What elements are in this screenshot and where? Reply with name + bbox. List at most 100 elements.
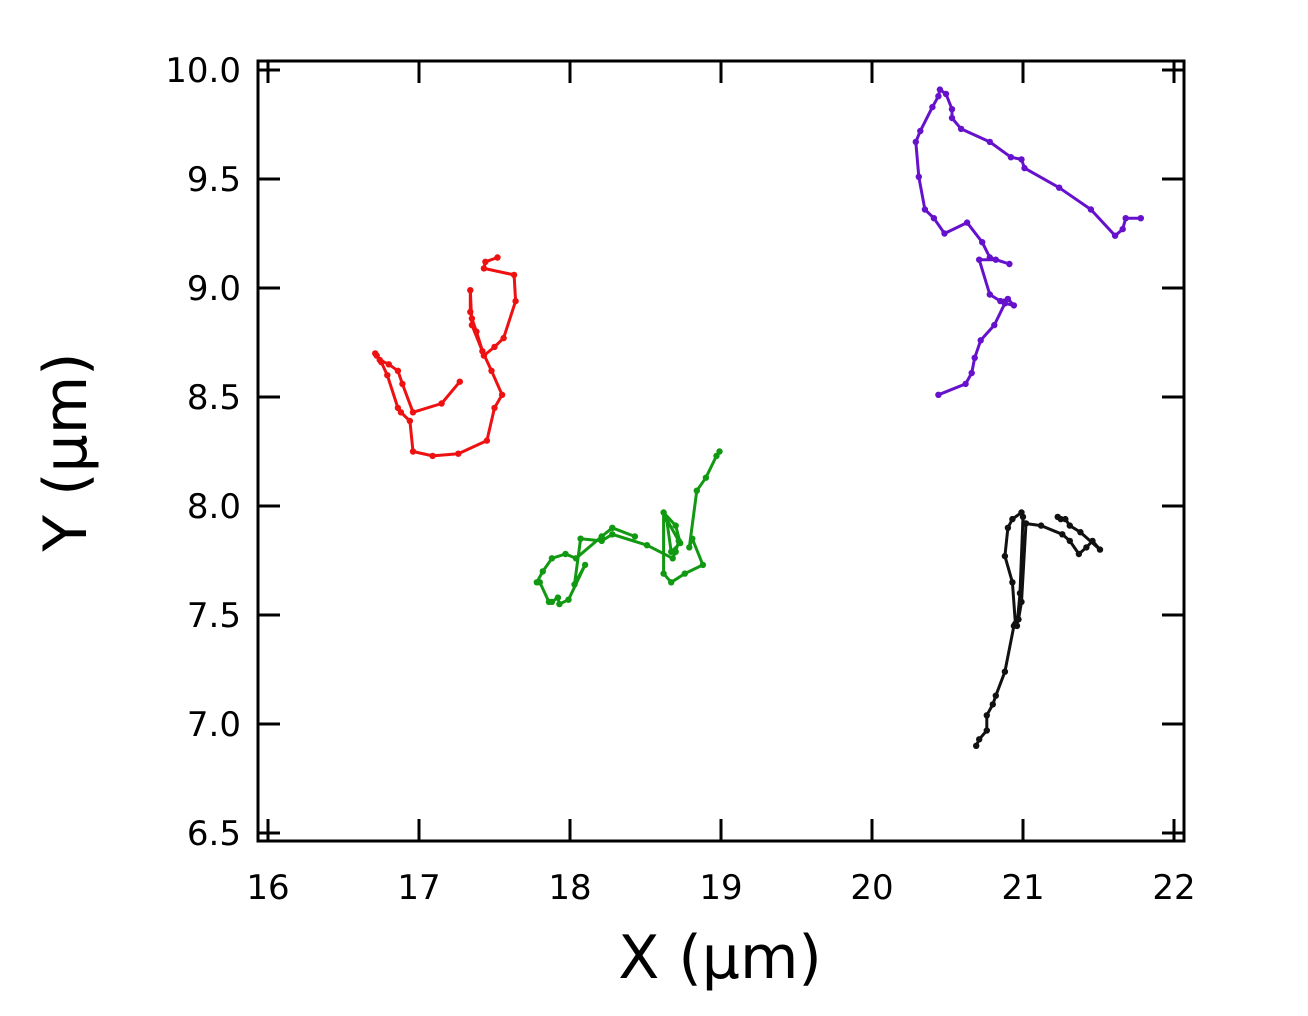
trajectory-point (488, 367, 495, 374)
trajectory-point (935, 391, 942, 398)
y-tick-label: 7.5 (187, 596, 241, 636)
trajectory-point (976, 256, 983, 263)
trajectory-point (681, 570, 688, 577)
trajectory-point (483, 437, 491, 444)
trajectory-point (971, 354, 978, 361)
trajectory-point (468, 315, 476, 322)
trajectory-point (989, 701, 996, 708)
trajectory-line (535, 450, 721, 606)
trajectory-line (974, 511, 1102, 748)
trajectory-point (479, 348, 486, 355)
trajectory-point (1004, 524, 1012, 531)
x-tick-label: 16 (246, 868, 289, 908)
trajectory-point (1009, 579, 1016, 586)
trajectory-point (1006, 260, 1013, 268)
trajectory-point (660, 570, 667, 577)
trajectory-point (672, 548, 679, 555)
trajectory-series (533, 448, 723, 608)
trajectory-point (429, 452, 436, 460)
trajectory-point (1075, 550, 1083, 558)
trajectory-point (631, 533, 639, 540)
y-tick-label: 6.5 (187, 814, 241, 854)
trajectory-point (556, 600, 563, 608)
trajectory-point (409, 409, 417, 416)
trajectory-point (1096, 546, 1104, 553)
trajectory-line (914, 88, 1143, 397)
trajectory-point (1007, 154, 1015, 161)
trajectory-point (699, 561, 707, 569)
y-axis-label: Y (µm) (31, 352, 101, 552)
x-tick-label: 19 (699, 868, 742, 908)
trajectory-point (1001, 300, 1009, 307)
trajectory-point (986, 138, 993, 146)
trajectory-point (663, 515, 670, 523)
trajectory-point (498, 391, 506, 398)
y-tick-label: 10.0 (165, 51, 241, 91)
trajectory-point (455, 450, 462, 457)
trajectory-point (1016, 590, 1024, 597)
x-tick-label: 21 (1001, 868, 1044, 908)
trajectory-point (942, 90, 950, 98)
trajectory-point (915, 173, 922, 180)
trajectory-point (917, 127, 924, 135)
trajectory-point (482, 258, 489, 265)
x-tick-label: 20 (850, 868, 893, 908)
trajectory-point (609, 524, 616, 531)
trajectory-point (1001, 552, 1009, 560)
trajectory-point (669, 555, 676, 562)
trajectory-point (1122, 215, 1129, 222)
trajectory-point (565, 596, 572, 603)
trajectory-point (512, 297, 519, 305)
trajectory-point (702, 474, 710, 481)
x-tick-label: 17 (397, 868, 440, 908)
trajectory-point (935, 93, 942, 100)
trajectory-point (473, 328, 480, 335)
trajectory-point (598, 533, 605, 540)
trajectory-point (494, 254, 501, 261)
x-tick-label: 18 (548, 868, 591, 908)
x-axis-label: X (µm) (618, 923, 822, 993)
trajectory-point (976, 736, 983, 743)
trajectory-point (1137, 215, 1145, 222)
trajectory-point (992, 256, 999, 263)
trajectory-series (912, 86, 1145, 398)
trajectory-point (571, 581, 578, 588)
trajectory-point (1066, 522, 1074, 529)
y-tick-label: 9.5 (187, 160, 241, 200)
trajectory-point (948, 114, 956, 122)
trajectory-point (1056, 184, 1063, 191)
trajectory-point (577, 535, 584, 542)
trajectory-point (598, 537, 605, 545)
trajectory-point (1089, 537, 1096, 545)
trajectory-series (973, 509, 1104, 749)
trajectory-point (941, 230, 948, 237)
trajectory-point (979, 239, 986, 246)
trajectory-point (399, 380, 406, 388)
trajectory-point (548, 555, 556, 562)
trajectory-point (1119, 225, 1126, 233)
trajectory-point (562, 550, 569, 558)
trajectory-point (572, 555, 580, 562)
trajectory-point (394, 367, 402, 374)
trajectory-point (480, 265, 488, 272)
trajectory-point (468, 321, 476, 329)
trajectory-point (406, 417, 414, 425)
trajectory-point (991, 321, 998, 329)
trajectory-point (957, 125, 965, 133)
trajectory-point (977, 337, 984, 344)
trajectory-point (581, 561, 589, 569)
trajectory-point (384, 372, 391, 379)
trajectory-point (1009, 515, 1016, 523)
trajectory-point (1037, 522, 1045, 529)
trajectory-point (500, 334, 507, 342)
trajectory-point (609, 531, 616, 538)
trajectory-point (1018, 509, 1025, 516)
trajectory-point (1010, 302, 1018, 309)
trajectory-point (372, 350, 379, 357)
trajectory-point (456, 378, 463, 385)
y-tick-label: 9.0 (187, 269, 241, 309)
trajectory-point (1059, 531, 1066, 538)
trajectory-point (921, 206, 929, 213)
trajectory-series (372, 254, 519, 460)
